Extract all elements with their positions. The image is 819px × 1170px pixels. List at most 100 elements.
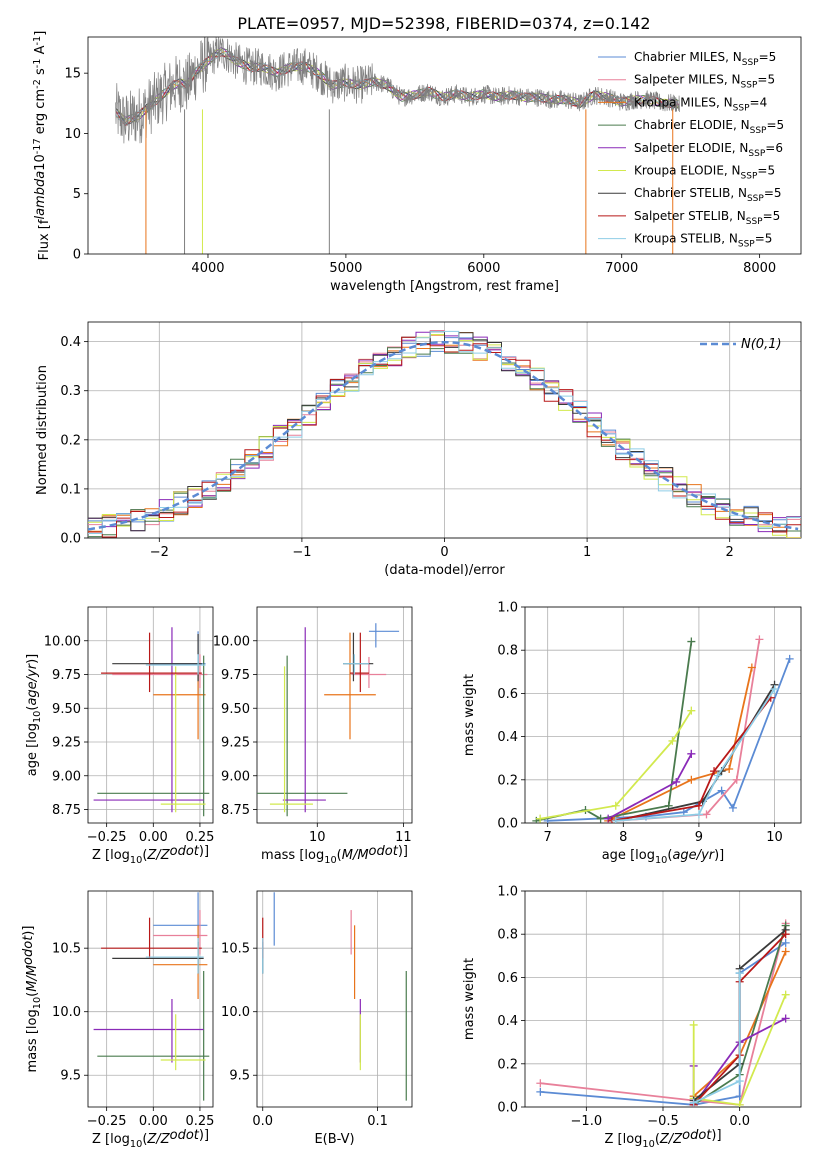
legend-label: Salpeter MILES, NSSP=5 (634, 73, 775, 91)
legend-label: Chabrier STELIB, NSSP=5 (634, 186, 782, 204)
model-spectrum-line (115, 48, 679, 120)
y-axis-label: Flux [flambda10-17 erg cm-2 s-1 A-1] (32, 31, 52, 261)
mass-weight-point (785, 654, 794, 663)
mass-weight-point (725, 765, 734, 773)
y-axis-label: mass weight (462, 958, 477, 1040)
x-tick-label: 0.25 (185, 1114, 214, 1129)
x-tick-label: 1 (583, 545, 591, 560)
mass-weight-line (692, 994, 787, 1106)
massweight_vs_Z-frame (524, 890, 802, 1108)
legend-label: Kroupa ELODIE, NSSP=5 (634, 164, 775, 182)
mass-weight-point (687, 749, 696, 758)
y-tick-label: 0.2 (60, 433, 81, 448)
x-tick-label: 0.0 (252, 1114, 273, 1129)
x-tick-label: −1 (292, 545, 311, 560)
legend-label: Kroupa MILES, NSSP=4 (634, 95, 767, 113)
mass-weight-point (668, 736, 677, 745)
mass-weight-point (694, 810, 703, 819)
y-axis-label: Normed distribution (35, 365, 50, 495)
normal-reference-curve (88, 340, 799, 531)
y-tick-label: 8.75 (221, 803, 250, 818)
mass-weight-point (717, 786, 726, 795)
spectrum-plot-area (115, 37, 680, 254)
massweight_vs_Z-plot-area (536, 919, 790, 1107)
x-tick-label: −1.0 (571, 1114, 603, 1129)
y-tick-label: 9.50 (221, 702, 250, 717)
x-tick-label: 0.00 (139, 1114, 168, 1129)
y-tick-label: 10.0 (221, 1005, 250, 1020)
y-tick-label: 1.0 (497, 601, 518, 616)
mass-weight-point (536, 1079, 545, 1088)
y-tick-label: 0.6 (497, 971, 518, 986)
massweight_vs_age-plot-area (532, 635, 794, 823)
mass-weight-point (747, 663, 756, 672)
mass-weight-point (611, 816, 620, 823)
mass_vs_EBV-plot-area (262, 892, 407, 1101)
y-tick-label: 10.00 (44, 634, 81, 649)
x-axis-label: Z [log10(Z/Zodot)] (92, 1128, 209, 1150)
mass-weight-point (735, 969, 744, 978)
y-tick-label: 0.0 (497, 817, 518, 832)
y-tick-label: 1.0 (497, 885, 518, 900)
residuals-frame (87, 321, 802, 539)
x-tick-label: −0.25 (87, 830, 127, 845)
mass-weight-point (536, 1087, 545, 1096)
x-tick-label: 6000 (467, 261, 500, 276)
mass-weight-point (672, 777, 681, 786)
y-tick-label: 0.0 (60, 532, 81, 547)
y-axis-label: age [log10(age/yr)] (25, 654, 43, 777)
legend-label: Salpeter ELODIE, NSSP=6 (634, 141, 783, 159)
y-tick-label: 0.6 (497, 687, 518, 702)
y-tick-label: 0.0 (497, 1101, 518, 1116)
age_vs_mass-axes: 10 11 8.75 9.00 9.25 9.50 9.75 10.00 mass [log10… (213, 606, 413, 866)
x-tick-label: 8 (619, 830, 627, 845)
x-tick-label: −2 (150, 545, 169, 560)
x-tick-label: 4000 (191, 261, 224, 276)
y-tick-label: 9.25 (221, 736, 250, 751)
y-tick-label: 0.4 (497, 1014, 518, 1029)
age_vs_Z-plot-area (93, 627, 210, 817)
spectrum-axes: 4000 5000 6000 7000 8000 0 5 10 15 wavelength [An… (32, 31, 802, 294)
x-tick-label: 5000 (329, 261, 362, 276)
model-spectrum-line (115, 46, 679, 120)
mass-weight-line (611, 697, 772, 822)
age_vs_mass-frame (256, 606, 413, 824)
mass-weight-line (547, 658, 791, 822)
spectrum-frame (87, 36, 802, 255)
mass-weight-point (732, 775, 741, 784)
mass-weight-point (710, 767, 719, 776)
y-tick-label: 10.0 (52, 1005, 81, 1020)
mass-weight-point (611, 801, 620, 810)
mass-weight-point (735, 1100, 744, 1107)
massweight_vs_age-axes: 7 8 9 10 0.0 0.2 0.4 0.6 0.8 1.0 age [log10(age/yr… (462, 601, 802, 866)
mass-weight-point (687, 637, 696, 646)
spectrum-legend: Chabrier MILES, NSSP=5 Salpeter MILES, NS… (598, 50, 784, 250)
mass-weight-point (735, 1077, 744, 1086)
x-tick-label: 0 (440, 545, 448, 560)
x-axis-label: Z [log10(Z/Zodot)] (604, 1128, 721, 1150)
residual-histogram (88, 336, 801, 538)
y-tick-label: 9.00 (221, 769, 250, 784)
legend-label: Chabrier ELODIE, NSSP=5 (634, 118, 784, 136)
mass-weight-point (689, 1098, 698, 1107)
x-tick-label: −0.25 (87, 1114, 127, 1129)
x-tick-label: 8000 (743, 261, 776, 276)
mass-weight-point (689, 1020, 698, 1029)
x-tick-label: 11 (395, 830, 412, 845)
y-tick-label: 0 (73, 248, 81, 263)
mass-weight-line (615, 684, 776, 822)
y-tick-label: 0.2 (497, 1057, 518, 1072)
y-tick-label: 9.5 (229, 1069, 250, 1084)
mass-weight-point (687, 706, 696, 715)
mass_vs_Z-frame (87, 890, 214, 1108)
mass-weight-line (615, 688, 776, 822)
x-axis-label: age [log10(age/yr)] (602, 848, 725, 866)
mass_vs_EBV-frame (256, 890, 413, 1108)
x-axis-label: mass [log10(M/Modot)] (261, 844, 408, 866)
y-tick-label: 0.4 (497, 730, 518, 745)
y-tick-label: 15 (64, 67, 81, 82)
mass-weight-point (728, 803, 737, 812)
y-tick-label: 8.75 (52, 803, 81, 818)
mass-weight-point (781, 930, 790, 939)
